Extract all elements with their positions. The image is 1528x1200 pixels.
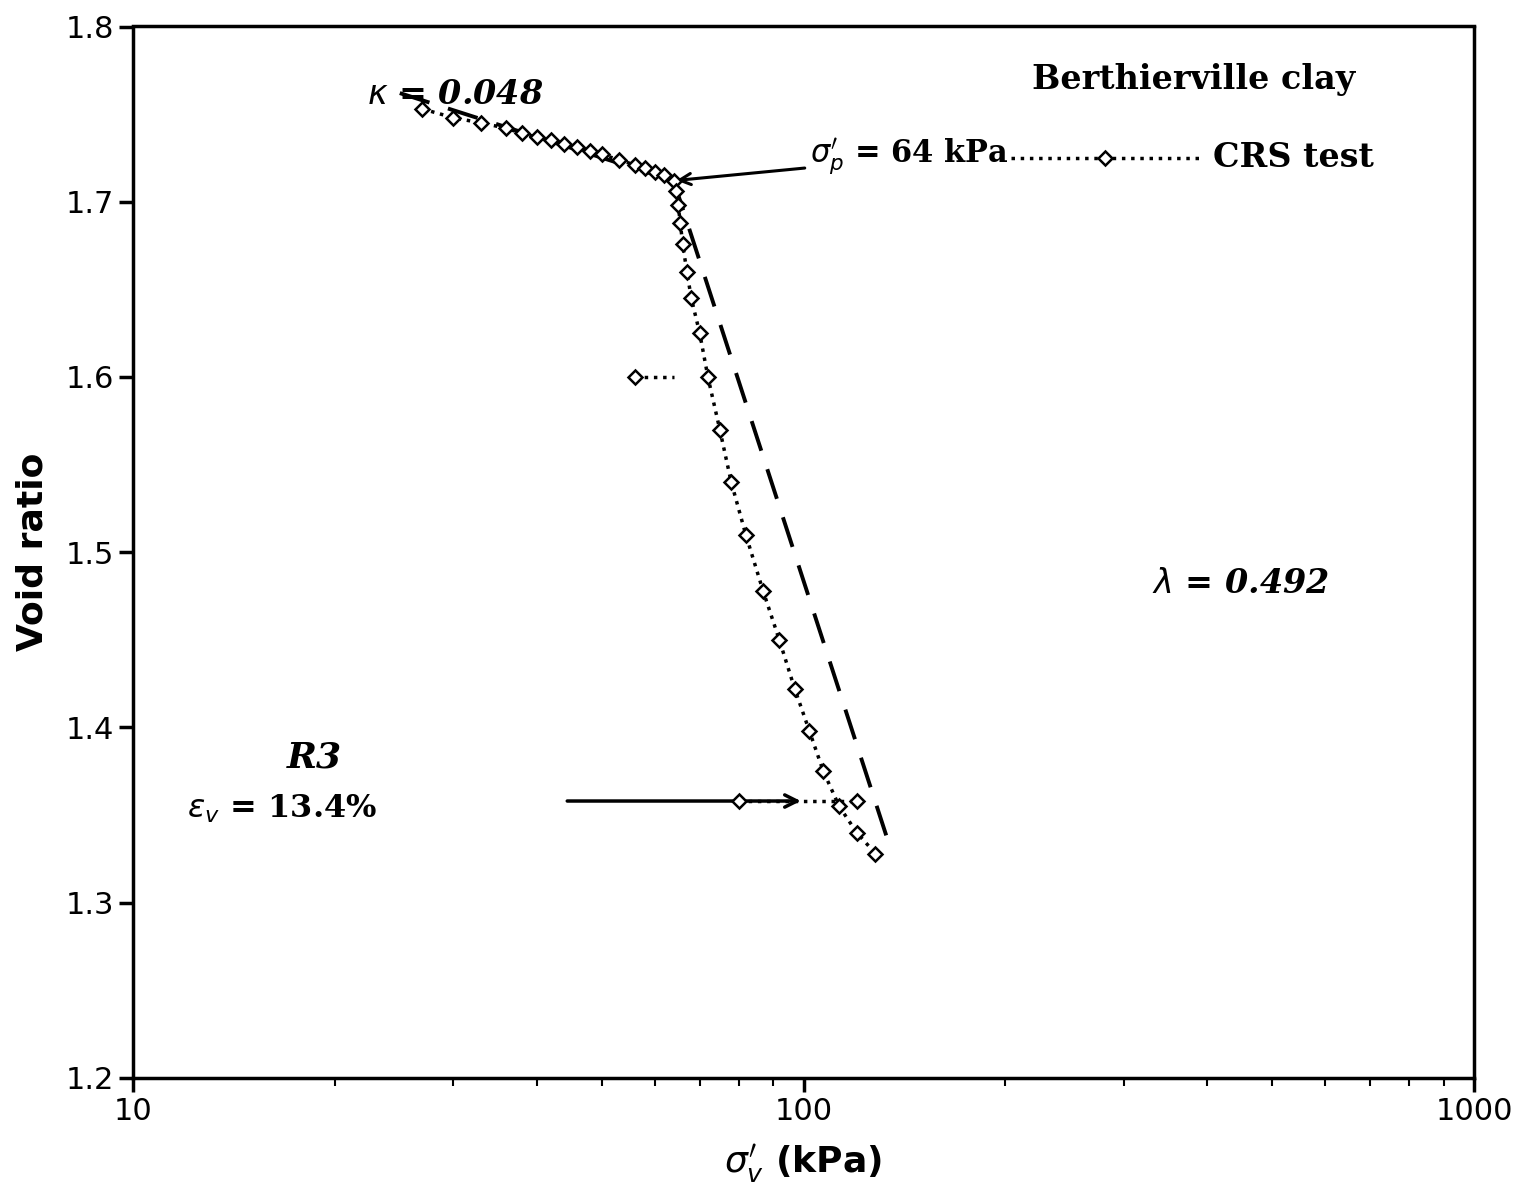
Text: $\varepsilon_{v}$ = 13.4%: $\varepsilon_{v}$ = 13.4% [186,792,377,824]
Text: CRS test: CRS test [1213,142,1374,174]
Text: $\kappa$ = 0.048: $\kappa$ = 0.048 [367,78,542,112]
Text: $\lambda$ = 0.492: $\lambda$ = 0.492 [1152,568,1329,600]
Text: R3: R3 [287,740,342,775]
Text: Berthierville clay: Berthierville clay [1031,62,1355,96]
X-axis label: $\sigma^{\prime}_{v}$ (kPa): $\sigma^{\prime}_{v}$ (kPa) [724,1142,883,1186]
Y-axis label: Void ratio: Void ratio [15,454,49,652]
Text: $\sigma^{\prime}_{p}$ = 64 kPa: $\sigma^{\prime}_{p}$ = 64 kPa [680,137,1008,185]
